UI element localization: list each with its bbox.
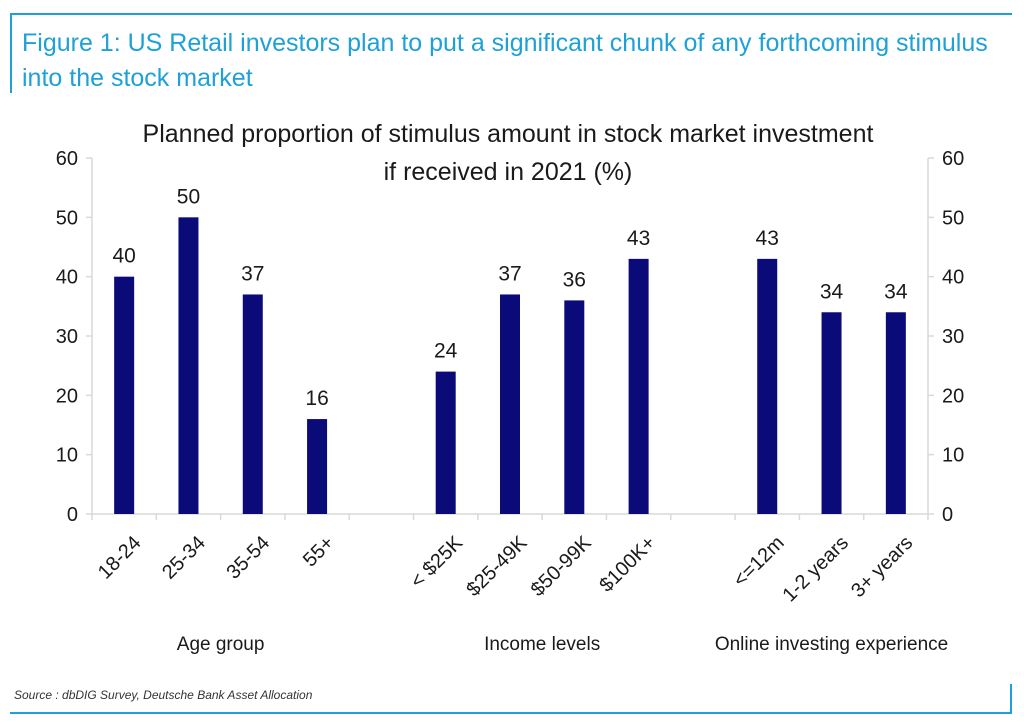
y-tick-label-left: 20 [56, 385, 78, 407]
data-label: 40 [112, 245, 135, 268]
data-label: 43 [627, 227, 650, 250]
y-tick-label-left: 40 [56, 267, 78, 289]
frame-right-border [1010, 684, 1012, 714]
x-category-label: 18-24 [94, 532, 146, 584]
data-label: 37 [241, 262, 264, 285]
frame-bottom-border [10, 712, 1012, 714]
y-tick-label-right: 60 [942, 148, 964, 170]
frame-left-border [10, 13, 12, 93]
y-tick-label-right: 20 [942, 385, 964, 407]
source-note: Source : dbDIG Survey, Deutsche Bank Ass… [14, 688, 313, 702]
y-tick-label-left: 0 [67, 504, 78, 526]
data-label: 37 [498, 262, 521, 285]
y-tick-label-right: 30 [942, 326, 964, 348]
bar [757, 258, 778, 514]
y-tick-label-left: 50 [56, 207, 78, 229]
bar-chart: Planned proportion of stimulus amount in… [56, 120, 965, 655]
bar [885, 312, 906, 514]
x-category-label: $25-49K [462, 531, 531, 600]
bar [564, 300, 585, 514]
bar [307, 419, 328, 514]
x-group-label: Online investing experience [715, 634, 948, 655]
data-label: 43 [756, 227, 779, 250]
bar [178, 217, 199, 514]
figure-title: Figure 1: US Retail investors plan to pu… [22, 29, 988, 92]
y-tick-label-left: 60 [56, 148, 78, 170]
bar [628, 258, 649, 514]
x-category-label: 55+ [299, 532, 339, 572]
x-category-label: $100K+ [595, 532, 660, 597]
data-label: 50 [177, 185, 200, 208]
bar [435, 371, 456, 514]
data-label: 34 [884, 280, 908, 303]
bar [821, 312, 842, 514]
data-label: 16 [305, 387, 328, 410]
chart-title-line: Planned proportion of stimulus amount in… [143, 120, 874, 148]
bar [500, 294, 520, 514]
bar [114, 276, 135, 514]
x-category-label: 35-54 [222, 532, 274, 584]
y-tick-label-right: 40 [942, 267, 964, 289]
x-group-label: Income levels [484, 634, 600, 655]
y-tick-label-left: 30 [56, 326, 78, 348]
data-label: 34 [820, 280, 844, 303]
x-category-label: <=12m [729, 532, 789, 592]
y-tick-label-left: 10 [56, 445, 78, 467]
data-label: 36 [563, 268, 586, 291]
x-group-label: Age group [177, 634, 265, 655]
x-category-label: 25-34 [158, 532, 210, 584]
y-tick-label-right: 50 [942, 207, 964, 229]
data-label: 24 [434, 340, 458, 363]
x-category-label: $50-99K [527, 531, 596, 600]
chart-title-line: if received in 2021 (%) [384, 158, 633, 186]
chart-container: Planned proportion of stimulus amount in… [0, 100, 1024, 680]
y-tick-label-right: 10 [942, 445, 964, 467]
bar [242, 294, 263, 514]
x-category-label: 3+ years [847, 532, 917, 602]
x-category-label: 1-2 years [778, 532, 853, 607]
y-tick-label-right: 0 [942, 504, 953, 526]
x-category-label: < $25K [406, 531, 467, 592]
frame-top-border [10, 13, 1012, 15]
